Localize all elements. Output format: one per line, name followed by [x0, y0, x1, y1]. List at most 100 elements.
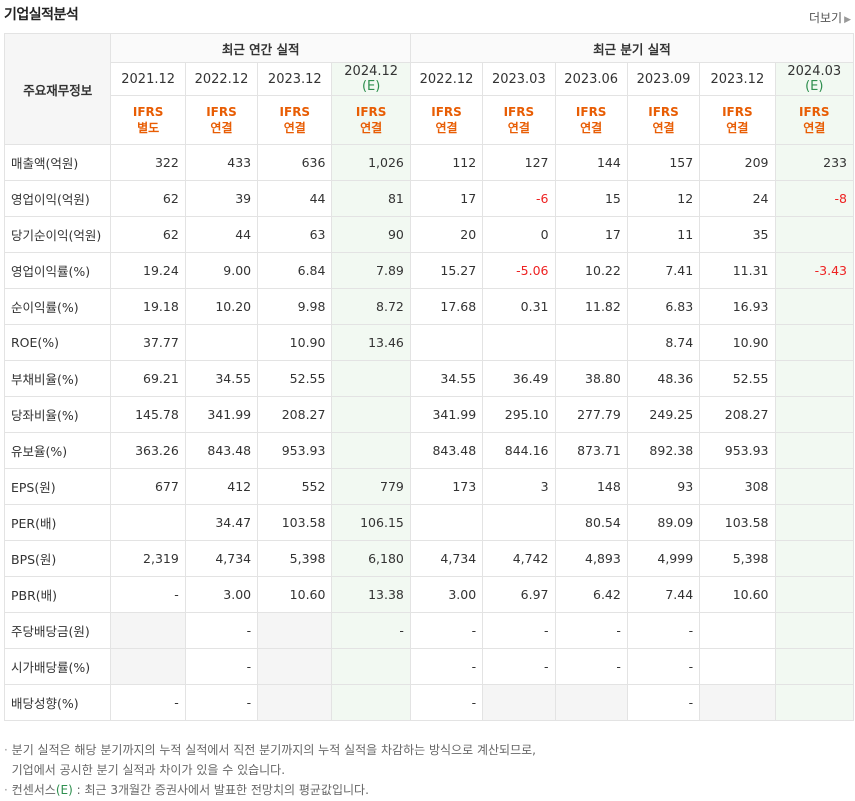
table-cell: 552: [257, 468, 333, 505]
table-cell: 36.49: [482, 360, 556, 397]
table-cell: 62: [110, 216, 186, 253]
table-cell: -: [482, 648, 556, 685]
table-cell: -: [331, 612, 411, 649]
table-cell: 4,893: [554, 540, 628, 577]
table-cell: 157: [626, 144, 701, 181]
table-cell: -: [554, 612, 628, 649]
table-cell: 295.10: [482, 396, 556, 433]
table-cell: 3.00: [409, 576, 484, 613]
footnote-1-cont: 기업에서 공시한 분기 실적과 차이가 있을 수 있습니다.: [11, 763, 286, 777]
table-row: 순이익률(%) 19.18 10.20 9.98 8.72 17.68 0.31 11.82 6…: [3, 288, 855, 325]
table-cell: 24: [699, 180, 776, 217]
table-cell: 953.93: [699, 432, 776, 469]
table-cell: 9.98: [257, 288, 333, 325]
table-cell: [257, 612, 333, 649]
table-cell: 52.55: [257, 360, 333, 397]
table-cell: [699, 684, 776, 721]
table-row: ROE(%) 37.77 10.90 13.46 8.74 10.90: [3, 324, 855, 361]
table-cell: -3.43: [774, 252, 855, 289]
quarter-group-header: 최근 분기 실적: [409, 33, 855, 63]
period-label: 2024.12: [344, 64, 399, 79]
accounting-standard: IFRS 연결: [626, 95, 701, 145]
table-cell: 34.47: [184, 504, 259, 541]
table-row: 당기순이익(억원) 62 44 63 90 20 0 17 11 35: [3, 216, 855, 253]
footnote-2: · 컨센서스(E) : 최근 3개월간 증권사에서 발표한 전망치의 평균값입니…: [4, 783, 369, 797]
accounting-standard: IFRS 연결: [184, 95, 259, 145]
row-label: 영업이익률(%): [3, 252, 112, 289]
table-cell: [774, 216, 855, 253]
table-cell: 44: [257, 180, 333, 217]
row-label: 유보율(%): [3, 432, 112, 469]
estimate-label: (E): [805, 79, 824, 94]
table-cell: 363.26: [110, 432, 186, 469]
period-label: 2024.03: [787, 64, 842, 79]
table-cell: -: [184, 648, 259, 685]
table-cell: 11.31: [699, 252, 776, 289]
table-cell: 15.27: [409, 252, 484, 289]
table-cell: 6.84: [257, 252, 333, 289]
row-label: 시가배당률(%): [3, 648, 112, 685]
table-cell: 10.90: [257, 324, 333, 361]
accounting-standard: IFRS 연결: [699, 95, 776, 145]
accounting-standard: IFRS 연결: [554, 95, 628, 145]
table-row: 당좌비율(%) 145.78 341.99 208.27 341.99 295.10 277…: [3, 396, 855, 433]
table-cell: [331, 432, 411, 469]
table-row: 부채비율(%) 69.21 34.55 52.55 34.55 36.49 38.80 48.…: [3, 360, 855, 397]
table-cell: 873.71: [554, 432, 628, 469]
period-header: 2024.12 (E): [331, 62, 411, 96]
table-cell: 0.31: [482, 288, 556, 325]
table-cell: [331, 360, 411, 397]
table-cell: 8.74: [626, 324, 701, 361]
table-cell: 62: [110, 180, 186, 217]
table-cell: 892.38: [626, 432, 701, 469]
table-cell: 63: [257, 216, 333, 253]
table-cell: 90: [331, 216, 411, 253]
accounting-standard: IFRS 연결: [409, 95, 484, 145]
table-cell: [774, 648, 855, 685]
table-cell: 844.16: [482, 432, 556, 469]
table-cell: 144: [554, 144, 628, 181]
table-cell: 8.72: [331, 288, 411, 325]
more-link[interactable]: 더보기 ▶: [809, 9, 851, 26]
row-label: 당기순이익(억원): [3, 216, 112, 253]
table-cell: 89.09: [626, 504, 701, 541]
footnotes: · 분기 실적은 해당 분기까지의 누적 실적에서 직전 분기까지의 누적 실적…: [4, 740, 536, 800]
table-cell: 20: [409, 216, 484, 253]
table-cell: -: [626, 612, 701, 649]
row-label: BPS(원): [3, 540, 112, 577]
table-row: 유보율(%) 363.26 843.48 953.93 843.48 844.16 873.…: [3, 432, 855, 469]
table-cell: 93: [626, 468, 701, 505]
table-cell: [774, 288, 855, 325]
table-cell: 37.77: [110, 324, 186, 361]
table-cell: 5,398: [257, 540, 333, 577]
table-row: 시가배당률(%) - - - - -: [3, 648, 855, 685]
table-cell: 15: [554, 180, 628, 217]
table-cell: 341.99: [184, 396, 259, 433]
table-cell: 6.42: [554, 576, 628, 613]
table-cell: [699, 612, 776, 649]
table-cell: 48.36: [626, 360, 701, 397]
table-cell: [331, 396, 411, 433]
table-cell: [774, 540, 855, 577]
table-cell: [331, 684, 411, 721]
section-title: 기업실적분석: [4, 7, 79, 23]
row-label: PBR(배): [3, 576, 112, 613]
table-cell: [774, 576, 855, 613]
table-cell: [482, 504, 556, 541]
table-cell: 127: [482, 144, 556, 181]
table-cell: 1,026: [331, 144, 411, 181]
table-row: BPS(원) 2,319 4,734 5,398 6,180 4,734 4,742 4,89…: [3, 540, 855, 577]
row-label: 매출액(억원): [3, 144, 112, 181]
row-header-label: 주요재무정보: [3, 33, 112, 145]
row-label: EPS(원): [3, 468, 112, 505]
row-label: 배당성향(%): [3, 684, 112, 721]
table-cell: 173: [409, 468, 484, 505]
accounting-standard: IFRS 별도: [110, 95, 186, 145]
table-cell: 6.97: [482, 576, 556, 613]
table-cell: 81: [331, 180, 411, 217]
table-cell: 322: [110, 144, 186, 181]
table-cell: 106.15: [331, 504, 411, 541]
table-cell: 341.99: [409, 396, 484, 433]
table-cell: 39: [184, 180, 259, 217]
table-cell: [482, 684, 556, 721]
